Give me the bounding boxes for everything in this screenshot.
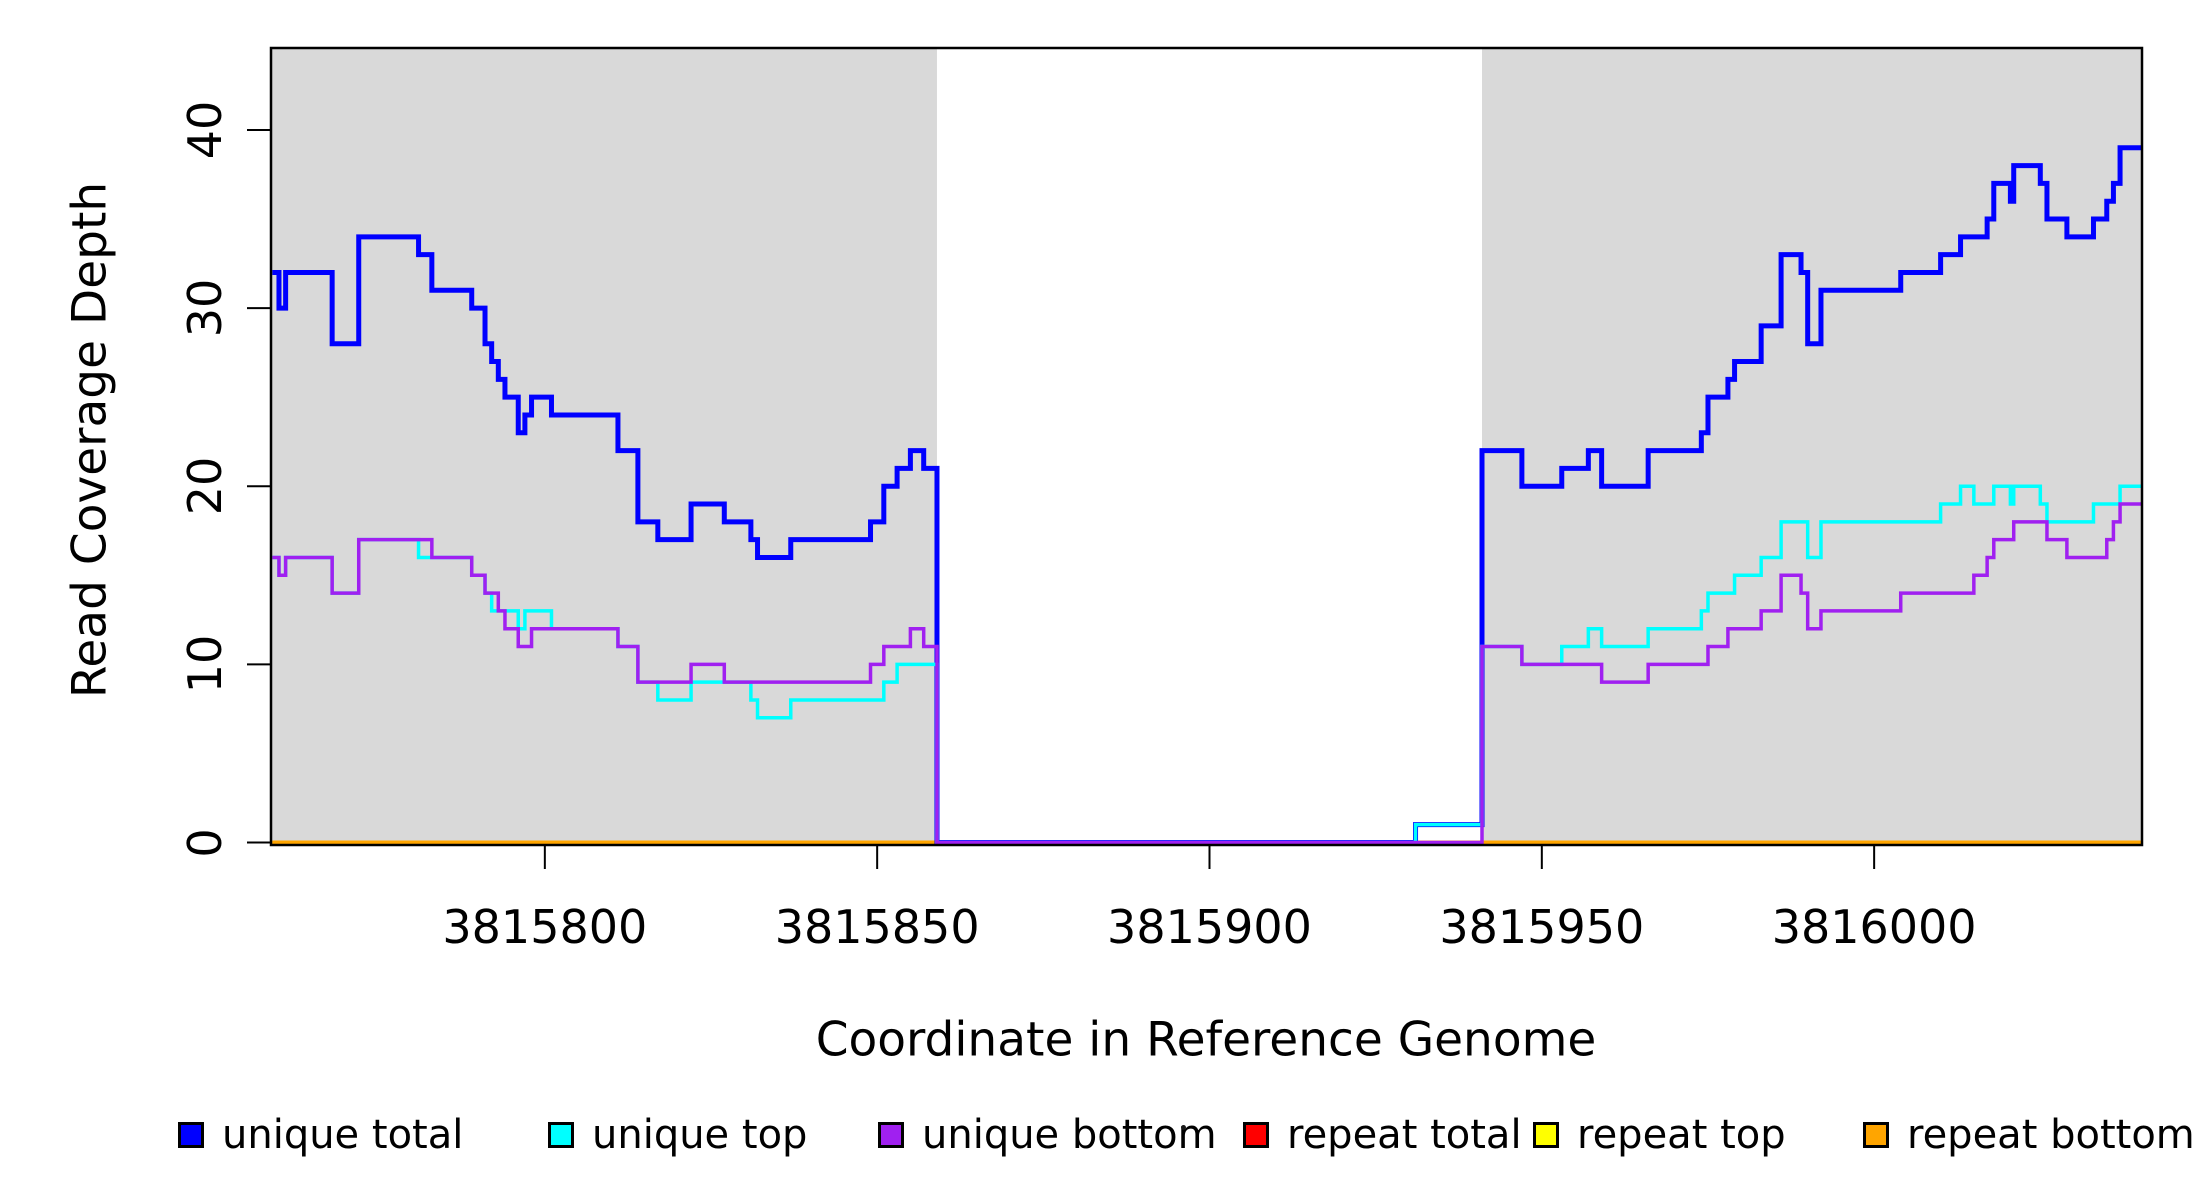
legend-item-repeat-bottom: repeat bottom (1863, 1115, 2195, 1155)
legend-swatch-unique-total (178, 1122, 204, 1148)
y-tick-label-2: 20 (178, 456, 232, 516)
shaded-region-1 (1481, 48, 2142, 845)
x-tick-label-1: 3815850 (774, 900, 980, 954)
legend-swatch-repeat-total (1243, 1122, 1269, 1148)
y-tick-label-1: 10 (178, 635, 232, 694)
legend-label: unique bottom (922, 1112, 1217, 1158)
x-tick-label-0: 3815800 (442, 900, 648, 954)
legend-label: unique total (222, 1112, 464, 1158)
legend-label: unique top (592, 1112, 808, 1158)
legend-label: repeat total (1287, 1112, 1522, 1158)
legend-swatch-unique-bottom (878, 1122, 904, 1148)
y-axis-label: Read Coverage Depth (62, 181, 118, 699)
legend-label: repeat top (1577, 1112, 1786, 1158)
legend-item-repeat-total: repeat total (1243, 1115, 1522, 1155)
x-axis-label: Coordinate in Reference Genome (815, 1012, 1597, 1068)
x-tick-label-4: 3816000 (1771, 900, 1977, 954)
legend-item-unique-total: unique total (178, 1115, 463, 1155)
plot-border (269, 46, 2144, 847)
legend-swatch-repeat-bottom (1863, 1122, 1889, 1148)
x-tick-label-3: 3815950 (1439, 900, 1645, 954)
legend-item-unique-top: unique top (548, 1115, 807, 1155)
legend-item-repeat-top: repeat top (1533, 1115, 1786, 1155)
y-tick-label-3: 30 (178, 278, 232, 338)
x-tick-label-2: 3815900 (1107, 900, 1312, 954)
shaded-region-0 (271, 48, 937, 845)
legend-item-unique-bottom: unique bottom (878, 1115, 1217, 1155)
stray-dot (1181, 1125, 1186, 1130)
y-tick-label-4: 40 (178, 100, 232, 160)
legend-swatch-unique-top (548, 1122, 574, 1148)
series-line-unique-bottom (272, 502, 2142, 845)
legend-label: repeat bottom (1907, 1112, 2195, 1158)
y-tick-label-0: 0 (178, 827, 232, 858)
legend-swatch-repeat-top (1533, 1122, 1559, 1148)
